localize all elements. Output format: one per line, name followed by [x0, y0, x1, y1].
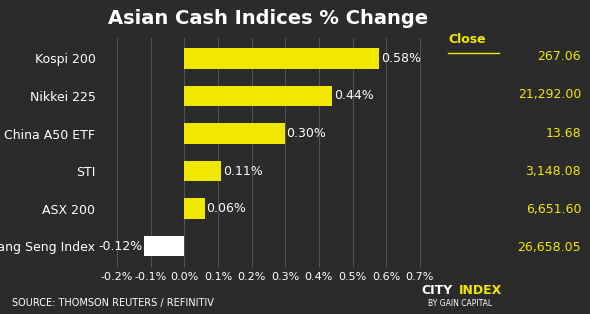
Text: -0.12%: -0.12% [99, 240, 143, 253]
Text: 0.44%: 0.44% [334, 89, 373, 102]
Text: 6,651.60: 6,651.60 [526, 203, 581, 216]
Bar [184, 198, 205, 219]
Bar [184, 48, 379, 69]
Text: SOURCE: THOMSON REUTERS / REFINITIV: SOURCE: THOMSON REUTERS / REFINITIV [12, 298, 214, 308]
Text: 3,148.08: 3,148.08 [526, 165, 581, 178]
Bar [184, 161, 221, 181]
Bar [144, 236, 184, 257]
Text: INDEX: INDEX [459, 284, 502, 297]
Title: Asian Cash Indices % Change: Asian Cash Indices % Change [109, 9, 428, 28]
Text: 0.30%: 0.30% [287, 127, 326, 140]
Text: 267.06: 267.06 [537, 50, 581, 63]
Bar [184, 123, 286, 144]
Text: Close: Close [448, 33, 486, 46]
Text: 26,658.05: 26,658.05 [517, 241, 581, 254]
Text: CITY: CITY [422, 284, 453, 297]
Text: 13.68: 13.68 [546, 127, 581, 140]
Text: 21,292.00: 21,292.00 [518, 89, 581, 101]
Text: 0.06%: 0.06% [206, 202, 246, 215]
Bar [184, 86, 332, 106]
Text: 0.11%: 0.11% [222, 165, 263, 177]
Text: BY GAIN CAPITAL: BY GAIN CAPITAL [428, 299, 493, 308]
Text: 0.58%: 0.58% [381, 52, 421, 65]
